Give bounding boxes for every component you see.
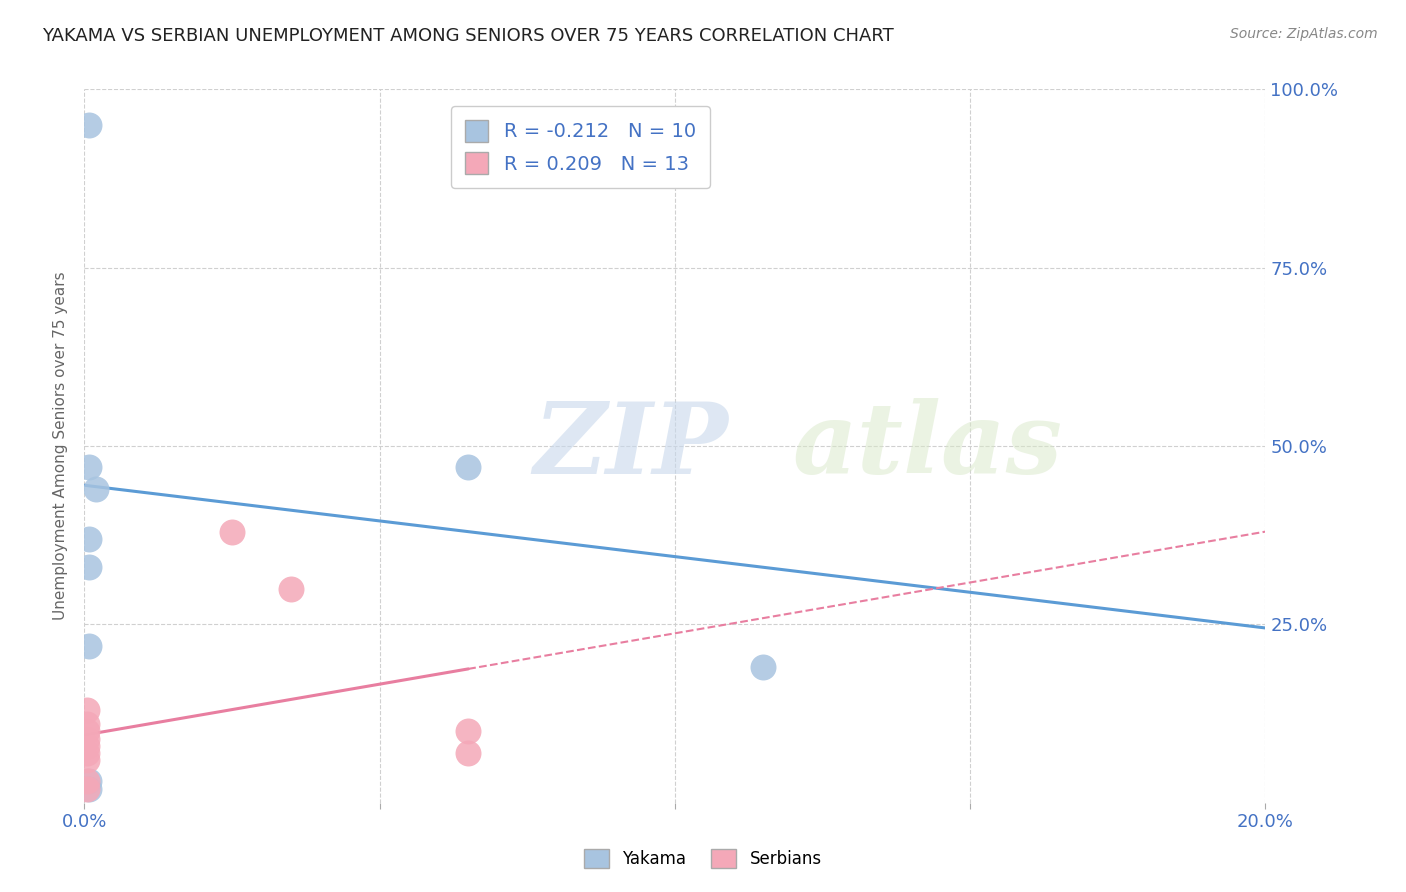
Point [76, 731, 98, 746]
Point [457, 460, 479, 475]
Point [84, 482, 107, 496]
Text: YAKAMA VS SERBIAN UNEMPLOYMENT AMONG SENIORS OVER 75 YEARS CORRELATION CHART: YAKAMA VS SERBIAN UNEMPLOYMENT AMONG SEN… [42, 27, 894, 45]
Y-axis label: Unemployment Among Seniors over 75 years: Unemployment Among Seniors over 75 years [53, 272, 69, 620]
Point [76, 753, 98, 767]
Point [76, 703, 98, 717]
Point [77, 774, 100, 789]
Point [77, 118, 100, 132]
Point [77, 532, 100, 546]
Legend: R = -0.212   N = 10, R = 0.209   N = 13: R = -0.212 N = 10, R = 0.209 N = 13 [451, 106, 710, 188]
Point [280, 582, 302, 596]
Point [76, 774, 98, 789]
Text: Source: ZipAtlas.com: Source: ZipAtlas.com [1230, 27, 1378, 41]
Point [76, 717, 98, 731]
Point [457, 724, 479, 739]
Point [77, 639, 100, 653]
Text: ZIP: ZIP [533, 398, 728, 494]
Point [77, 560, 100, 574]
Point [221, 524, 243, 539]
Legend: Yakama, Serbians: Yakama, Serbians [578, 842, 828, 875]
Point [77, 460, 100, 475]
Point [76, 781, 98, 796]
Point [77, 781, 100, 796]
Point [76, 746, 98, 760]
Point [752, 660, 775, 674]
Point [76, 724, 98, 739]
Text: atlas: atlas [793, 398, 1063, 494]
Point [457, 746, 479, 760]
Point [76, 739, 98, 753]
